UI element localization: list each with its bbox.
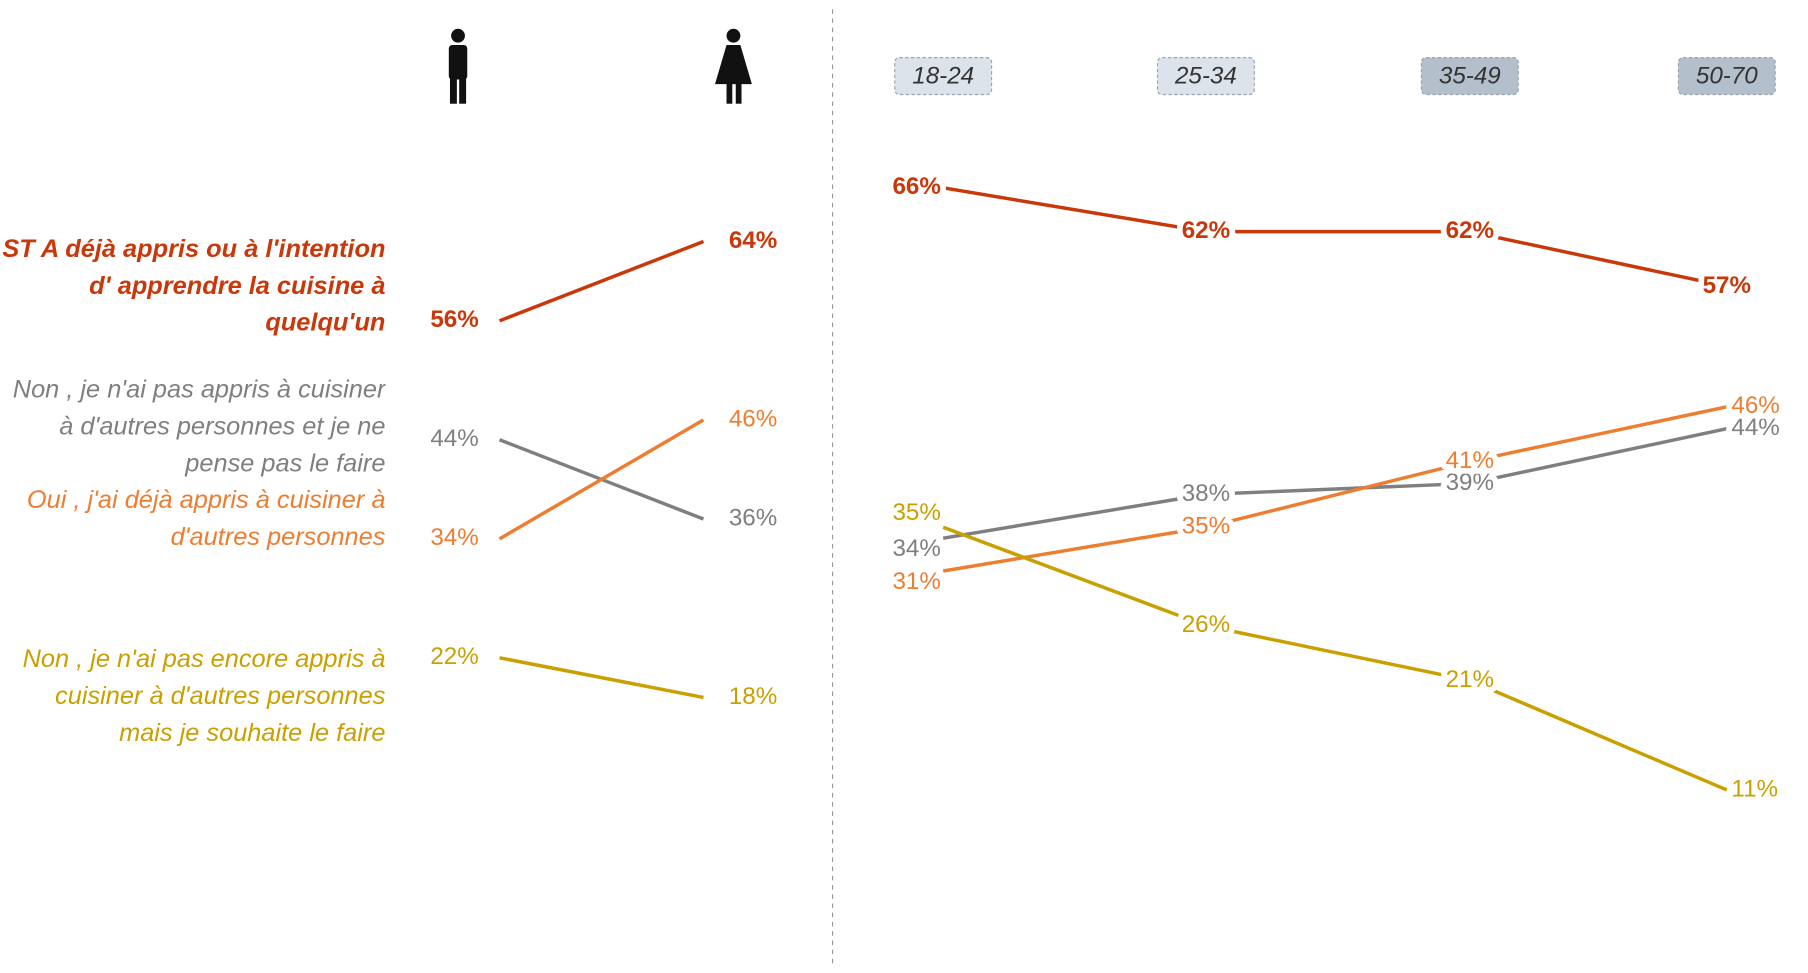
legend-entry: ST A déjà appris ou à l'intention d' app… — [2, 233, 386, 337]
value-label: 34% — [892, 535, 940, 562]
legend-entry: Oui , j'ai déjà appris à cuisiner à d'au… — [26, 485, 386, 551]
series-line — [498, 239, 705, 323]
series-line — [942, 186, 1728, 289]
series-line — [942, 405, 1728, 573]
value-label: 34% — [430, 524, 478, 551]
category-box — [1156, 57, 1255, 96]
value-label: 26% — [1182, 611, 1230, 638]
value-label: 66% — [892, 173, 940, 200]
series-name: Non , je n'ai pas encore appris à cuisin… — [22, 644, 386, 747]
value-label: 11% — [1731, 775, 1778, 802]
value-label: 62% — [1182, 217, 1230, 244]
category-box — [1420, 57, 1519, 96]
value-label: 41% — [1446, 447, 1494, 474]
value-label: 56% — [430, 306, 478, 333]
value-label: 62% — [1446, 217, 1494, 244]
value-label: 44% — [1731, 414, 1779, 441]
value-label: 44% — [430, 425, 478, 452]
series-name: Oui , j'ai déjà appris à cuisiner à d'au… — [26, 485, 386, 551]
value-label: 36% — [729, 504, 777, 531]
category-label: 35-49 — [1439, 63, 1501, 90]
woman-icon — [715, 28, 752, 104]
series-name: ST A déjà appris ou à l'intention d' app… — [2, 233, 386, 337]
value-label: 46% — [729, 405, 777, 432]
series-line — [498, 418, 705, 541]
value-label: 64% — [729, 227, 777, 254]
value-label: 39% — [1446, 469, 1494, 496]
category-box — [1677, 57, 1776, 96]
series-name: Non , je n'ai pas appris à cuisiner à d'… — [12, 374, 386, 478]
category-label: 25-34 — [1174, 63, 1237, 90]
value-label: 31% — [892, 568, 940, 595]
value-label: 18% — [729, 683, 777, 710]
category-box — [894, 57, 993, 96]
series-line — [499, 656, 704, 700]
value-label: 21% — [1446, 666, 1494, 693]
value-label: 35% — [892, 499, 940, 526]
value-label: 35% — [1182, 513, 1230, 540]
category-label: 18-24 — [912, 63, 974, 90]
man-icon — [448, 28, 468, 104]
legend-entry: Non , je n'ai pas appris à cuisiner à d'… — [12, 374, 386, 478]
series-line — [942, 426, 1728, 540]
value-label: 57% — [1703, 272, 1751, 299]
legend-entry: Non , je n'ai pas encore appris à cuisin… — [22, 644, 386, 747]
value-label: 22% — [430, 643, 478, 670]
value-label: 46% — [1731, 392, 1779, 419]
category-label: 50-70 — [1696, 63, 1758, 90]
series-line — [942, 525, 1728, 792]
value-label: 38% — [1182, 480, 1230, 507]
